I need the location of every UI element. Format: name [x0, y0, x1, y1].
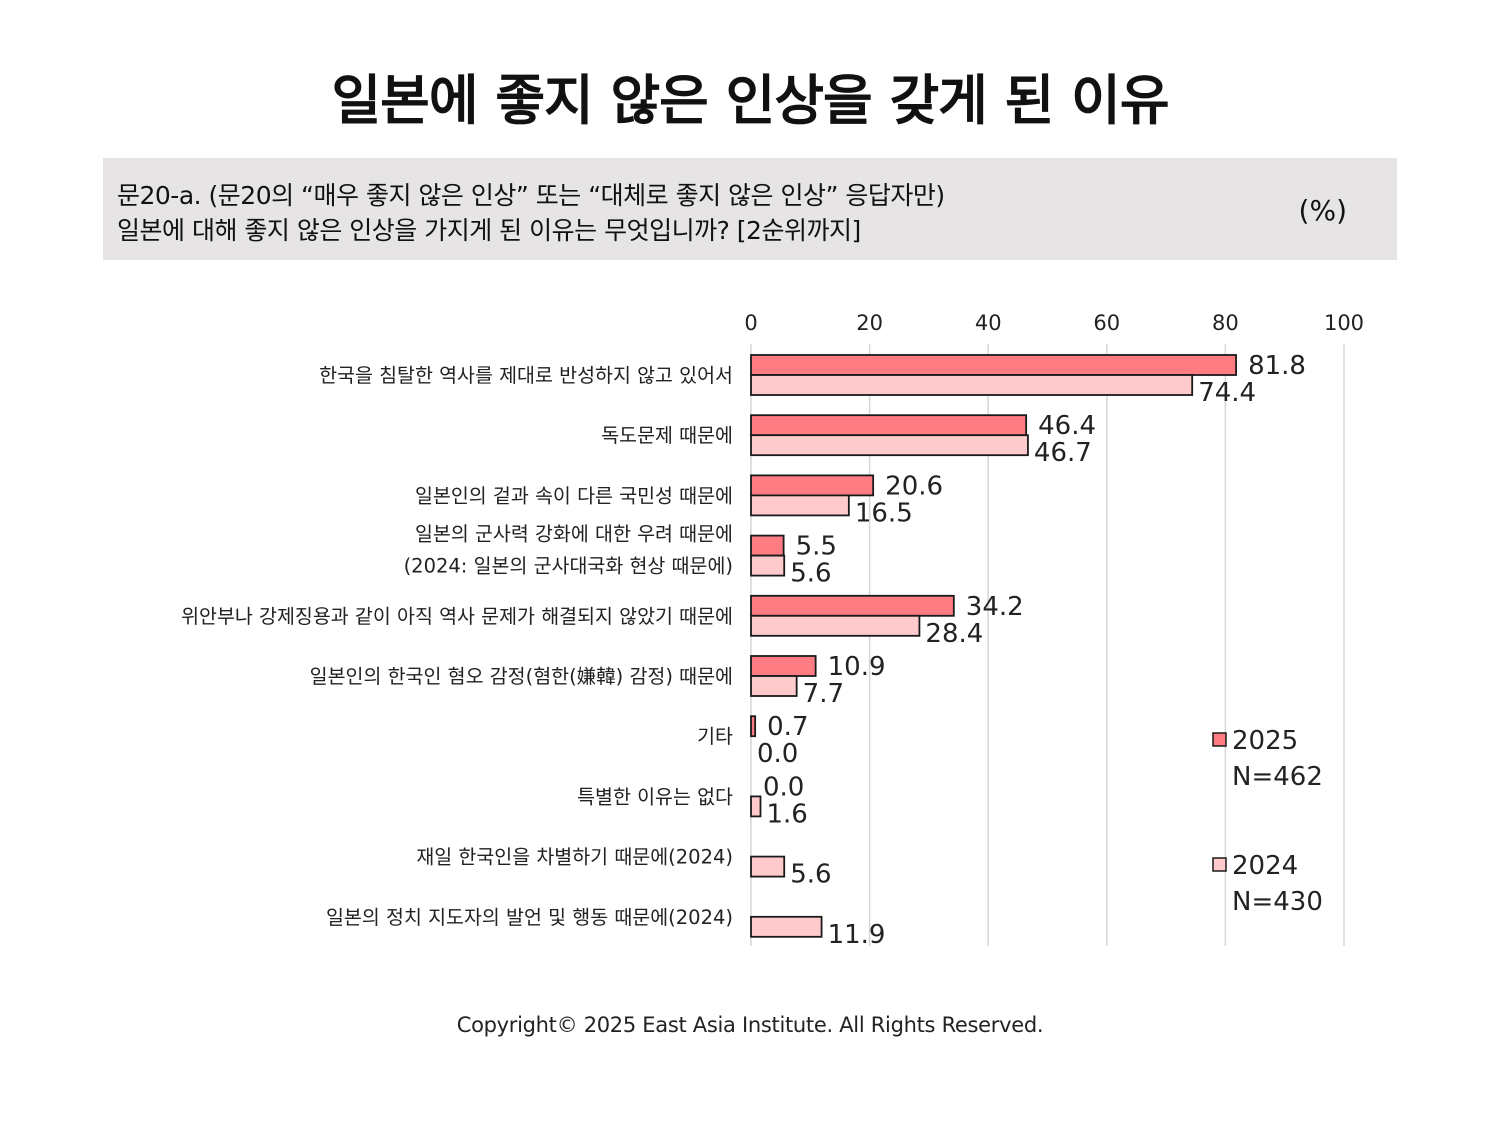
data-label-2024: 16.5	[855, 498, 913, 528]
bar-2025	[750, 414, 1028, 437]
bar-2025	[750, 655, 817, 677]
bar-2024	[750, 915, 823, 938]
page-title: 일본에 좋지 않은 인상을 갖게 된 이유	[331, 69, 1170, 132]
bar-2025	[750, 715, 757, 738]
bar-2024	[750, 554, 786, 577]
legend-n-2024: N=430	[1232, 887, 1323, 917]
data-label-2025: 46.4	[1038, 411, 1096, 441]
bar-2025	[750, 594, 955, 617]
unit-label: (%)	[1298, 194, 1347, 227]
category-label: 재일 한국인을 차별하기 때문에(2024)	[416, 846, 733, 869]
data-label-2025: 34.2	[966, 592, 1024, 622]
category-label: 기타	[697, 725, 733, 748]
category-label: 특별한 이유는 없다	[577, 785, 733, 808]
legend-swatch-2024	[1212, 857, 1227, 872]
x-tick-label: 60	[1093, 311, 1120, 335]
category-label: 독도문제 때문에	[601, 424, 733, 447]
data-label-2025: 81.8	[1248, 351, 1306, 381]
category-label: 위안부나 강제징용과 같이 아직 역사 문제가 해결되지 않았기 때문에	[181, 605, 733, 628]
bar-2025	[750, 474, 875, 497]
bar-2024	[750, 795, 762, 818]
bar-2025	[750, 354, 1237, 376]
data-label-2025: 0.7	[767, 712, 808, 742]
data-label-2025: 0.0	[763, 772, 804, 802]
data-label-2025: 5.5	[796, 532, 837, 562]
legend-label-2024: 2024	[1232, 851, 1298, 881]
x-tick-label: 20	[856, 311, 883, 335]
data-label-2024: 1.6	[766, 799, 807, 829]
bar-2024	[750, 494, 850, 517]
copyright-footer: Copyright© 2025 East Asia Institute. All…	[456, 1013, 1044, 1037]
data-label-2024: 7.7	[803, 679, 844, 709]
question-box: 문20-a. (문20의 “매우 좋지 않은 인상” 또는 “대체로 좋지 않은…	[103, 158, 1397, 260]
x-tick-label: 100	[1324, 311, 1364, 335]
data-label-2024: 5.6	[790, 559, 831, 589]
category-label: 일본인의 한국인 혐오 감정(혐한(嫌韓) 감정) 때문에	[310, 665, 733, 688]
category-label: (2024: 일본의 군사대국화 현상 때문에)	[404, 555, 733, 578]
category-label: 일본의 군사력 강화에 대한 우려 때문에	[415, 523, 733, 546]
category-label: 일본의 정치 지도자의 발언 및 행동 때문에(2024)	[326, 906, 733, 929]
bar-2024	[750, 614, 921, 637]
data-label-2024: 0.0	[757, 739, 798, 769]
bar-2024	[750, 675, 798, 697]
legend-swatch-2025	[1212, 732, 1227, 747]
data-label-2024: 5.6	[790, 860, 831, 890]
category-label: 일본인의 겉과 속이 다른 국민성 때문에	[415, 484, 733, 507]
legend-label-2025: 2025	[1232, 726, 1298, 756]
category-label: 한국을 침탈한 역사를 제대로 반성하지 않고 있어서	[319, 364, 733, 387]
data-label-2025: 20.6	[885, 471, 943, 501]
data-label-2024: 74.4	[1198, 378, 1256, 408]
bar-2025	[750, 534, 785, 557]
data-label-2024: 11.9	[828, 920, 886, 950]
x-tick-label: 0	[744, 311, 757, 335]
x-tick-label: 40	[975, 311, 1002, 335]
data-label-2025: 10.9	[828, 652, 886, 682]
bar-2024	[750, 434, 1029, 457]
data-label-2024: 46.7	[1034, 438, 1092, 468]
bar-2024	[750, 374, 1194, 396]
question-line-2: 일본에 대해 좋지 않은 인상을 가지게 된 이유는 무엇입니까? [2순위까지…	[117, 216, 861, 245]
question-line-1: 문20-a. (문20의 “매우 좋지 않은 인상” 또는 “대체로 좋지 않은…	[117, 181, 945, 210]
bar-2024	[750, 855, 786, 878]
data-label-2024: 28.4	[925, 619, 983, 649]
legend-n-2025: N=462	[1232, 762, 1323, 792]
x-tick-label: 80	[1212, 311, 1239, 335]
